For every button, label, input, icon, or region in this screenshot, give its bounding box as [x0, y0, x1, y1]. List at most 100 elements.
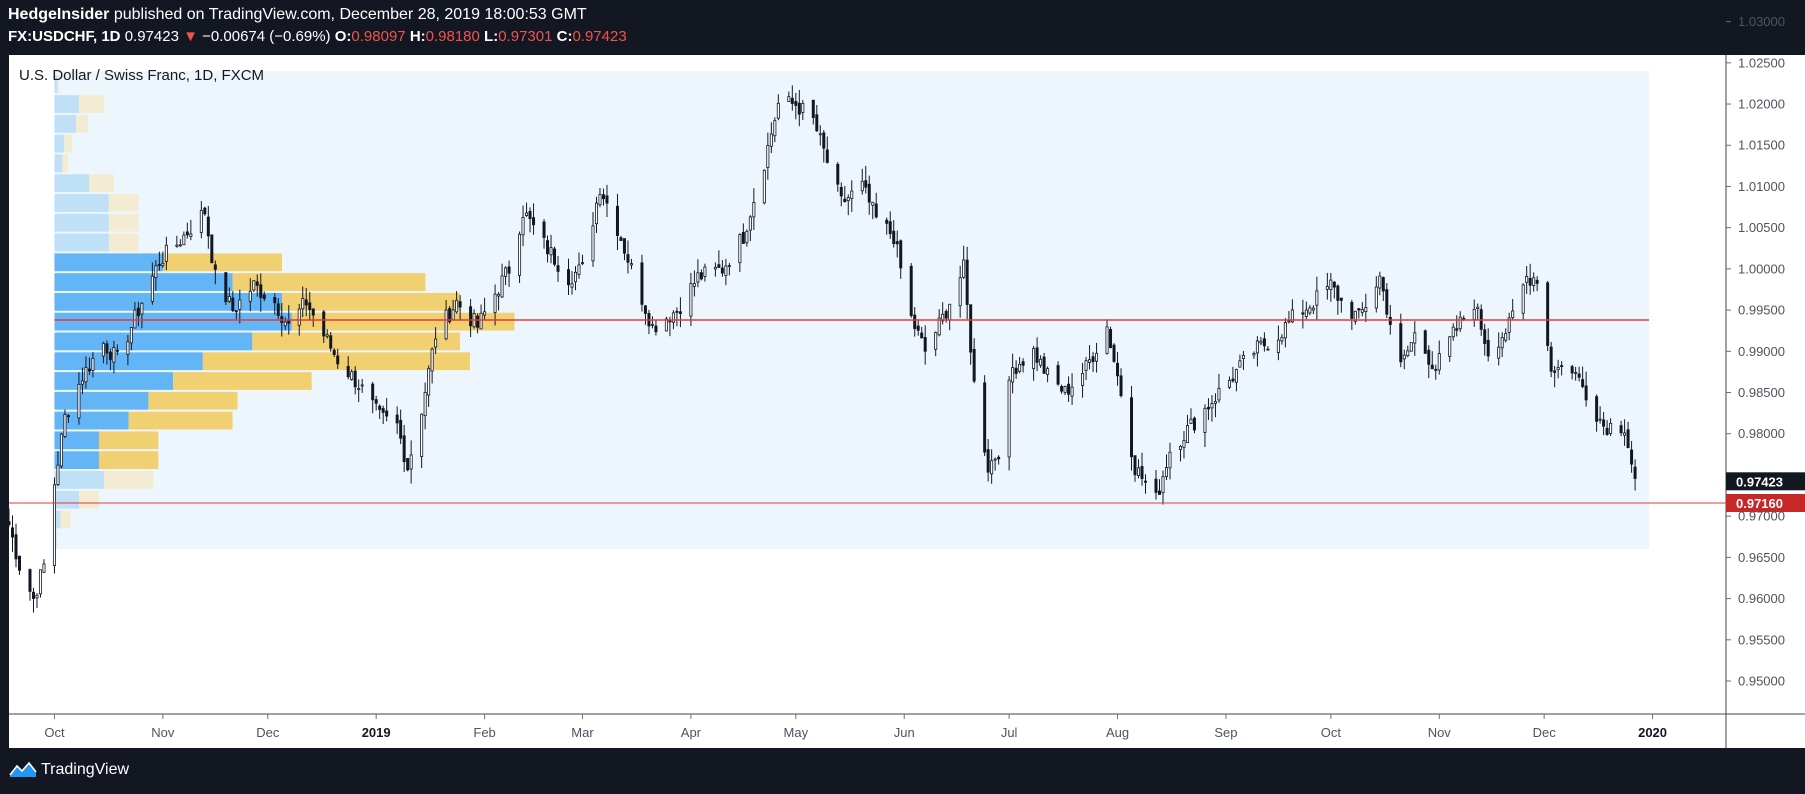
- candle-body: [1192, 417, 1196, 431]
- price-tick-label: 0.96500: [1738, 550, 1785, 565]
- tradingview-logo-icon[interactable]: [8, 760, 38, 780]
- candle-body: [1399, 323, 1403, 363]
- volume-profile-down-bar: [108, 194, 139, 212]
- brand-name[interactable]: TradingView: [41, 761, 130, 778]
- time-tick-label: Mar: [571, 725, 594, 740]
- candle-body: [1423, 330, 1427, 354]
- candle-body: [1280, 336, 1284, 342]
- candle-body: [178, 244, 182, 247]
- candle-body: [1042, 356, 1046, 374]
- candle-body: [671, 312, 675, 323]
- candle-body: [1507, 317, 1511, 333]
- candle-body: [703, 266, 707, 277]
- candle-body: [1325, 286, 1329, 290]
- candle-body: [1483, 329, 1487, 344]
- candle-body: [381, 408, 385, 413]
- candle-body: [1472, 308, 1476, 320]
- publish-info: HedgeInsider published on TradingView.co…: [8, 6, 587, 24]
- candle-body: [811, 99, 815, 118]
- candle-body: [1609, 422, 1613, 434]
- candle-body: [990, 460, 994, 475]
- time-tick-label: Aug: [1106, 725, 1129, 740]
- price-axis[interactable]: [1726, 55, 1805, 714]
- candle-body: [1385, 289, 1389, 315]
- candle-body: [867, 183, 871, 203]
- candle-body: [773, 120, 777, 137]
- candle-body: [815, 114, 819, 132]
- candle-body: [1032, 348, 1036, 369]
- candle-body: [231, 297, 235, 312]
- volume-profile-up-bar: [54, 332, 253, 351]
- candle-body: [525, 212, 529, 216]
- time-tick-label: Oct: [44, 725, 65, 740]
- close-label: C:: [556, 28, 573, 45]
- candle-body: [839, 186, 843, 197]
- candle-body: [357, 388, 361, 391]
- candle-body: [1206, 406, 1210, 410]
- volume-profile-up-bar: [54, 194, 109, 212]
- author-name[interactable]: HedgeInsider: [8, 6, 110, 23]
- candle-body: [605, 195, 609, 204]
- volume-profile-down-bar: [79, 490, 99, 509]
- candle-body: [427, 368, 431, 396]
- volume-profile-down-bar: [173, 372, 312, 390]
- candle-body: [986, 449, 990, 473]
- candle-body: [1227, 379, 1231, 388]
- publish-header: HedgeInsider published on TradingView.co…: [0, 0, 1805, 55]
- candle-body: [1360, 309, 1364, 313]
- high-label: H:: [409, 28, 426, 45]
- price-tick-label: 0.96000: [1738, 591, 1785, 606]
- candle-body: [444, 309, 448, 340]
- candle-body: [420, 413, 424, 457]
- candle-body: [115, 349, 119, 352]
- volume-profile-up-bar: [54, 213, 109, 232]
- candle-body: [1109, 329, 1113, 348]
- candle-body: [629, 263, 633, 266]
- candle-body: [542, 221, 546, 238]
- candle-body: [273, 297, 277, 304]
- candle-body: [1630, 449, 1634, 465]
- candle-body: [1353, 310, 1357, 322]
- candle-body: [1178, 445, 1182, 450]
- volume-profile-up-bar: [54, 292, 282, 311]
- volume-profile-down-bar: [76, 114, 89, 133]
- time-axis[interactable]: [9, 714, 1726, 748]
- candle-body: [1329, 279, 1333, 291]
- down-arrow-icon: ▼: [183, 28, 198, 45]
- candle-body: [1056, 365, 1060, 385]
- candle-body: [238, 299, 242, 310]
- candle-body: [38, 569, 42, 595]
- candle-body: [80, 380, 84, 385]
- volume-profile-down-bar: [232, 273, 426, 291]
- price-tick-label: 1.02000: [1738, 97, 1785, 112]
- candle-body: [860, 180, 864, 192]
- time-tick-label: Nov: [1428, 725, 1452, 740]
- candle-body: [1546, 282, 1550, 346]
- candle-body: [1259, 340, 1263, 344]
- candle-body: [1231, 378, 1235, 382]
- time-tick-label: Nov: [151, 725, 175, 740]
- candle-body: [916, 325, 920, 331]
- candle-body: [1304, 309, 1308, 317]
- candle-body: [892, 230, 896, 245]
- candle-body: [1623, 432, 1627, 436]
- candle-body: [1339, 297, 1343, 301]
- time-tick-label: Oct: [1321, 725, 1342, 740]
- price-tick-label: 0.99500: [1738, 303, 1785, 318]
- candle-body: [31, 591, 35, 599]
- candle-body: [1287, 320, 1291, 323]
- last-price-label-bg: [1726, 472, 1805, 491]
- candle-body: [1626, 429, 1630, 449]
- candle-body: [797, 102, 801, 115]
- candle-body: [822, 132, 826, 149]
- candle-body: [500, 275, 504, 298]
- candle-body: [1497, 346, 1501, 359]
- candle-body: [664, 318, 668, 332]
- candle-body: [10, 527, 14, 538]
- symbol-ohlc-line: FX:USDCHF, 1D 0.97423 ▼ −0.00674 (−0.69%…: [8, 28, 627, 45]
- candle-body: [1283, 322, 1287, 339]
- candle-body: [1210, 403, 1214, 409]
- candle-body: [262, 294, 266, 300]
- candle-body: [150, 275, 154, 302]
- candle-body: [1437, 353, 1441, 371]
